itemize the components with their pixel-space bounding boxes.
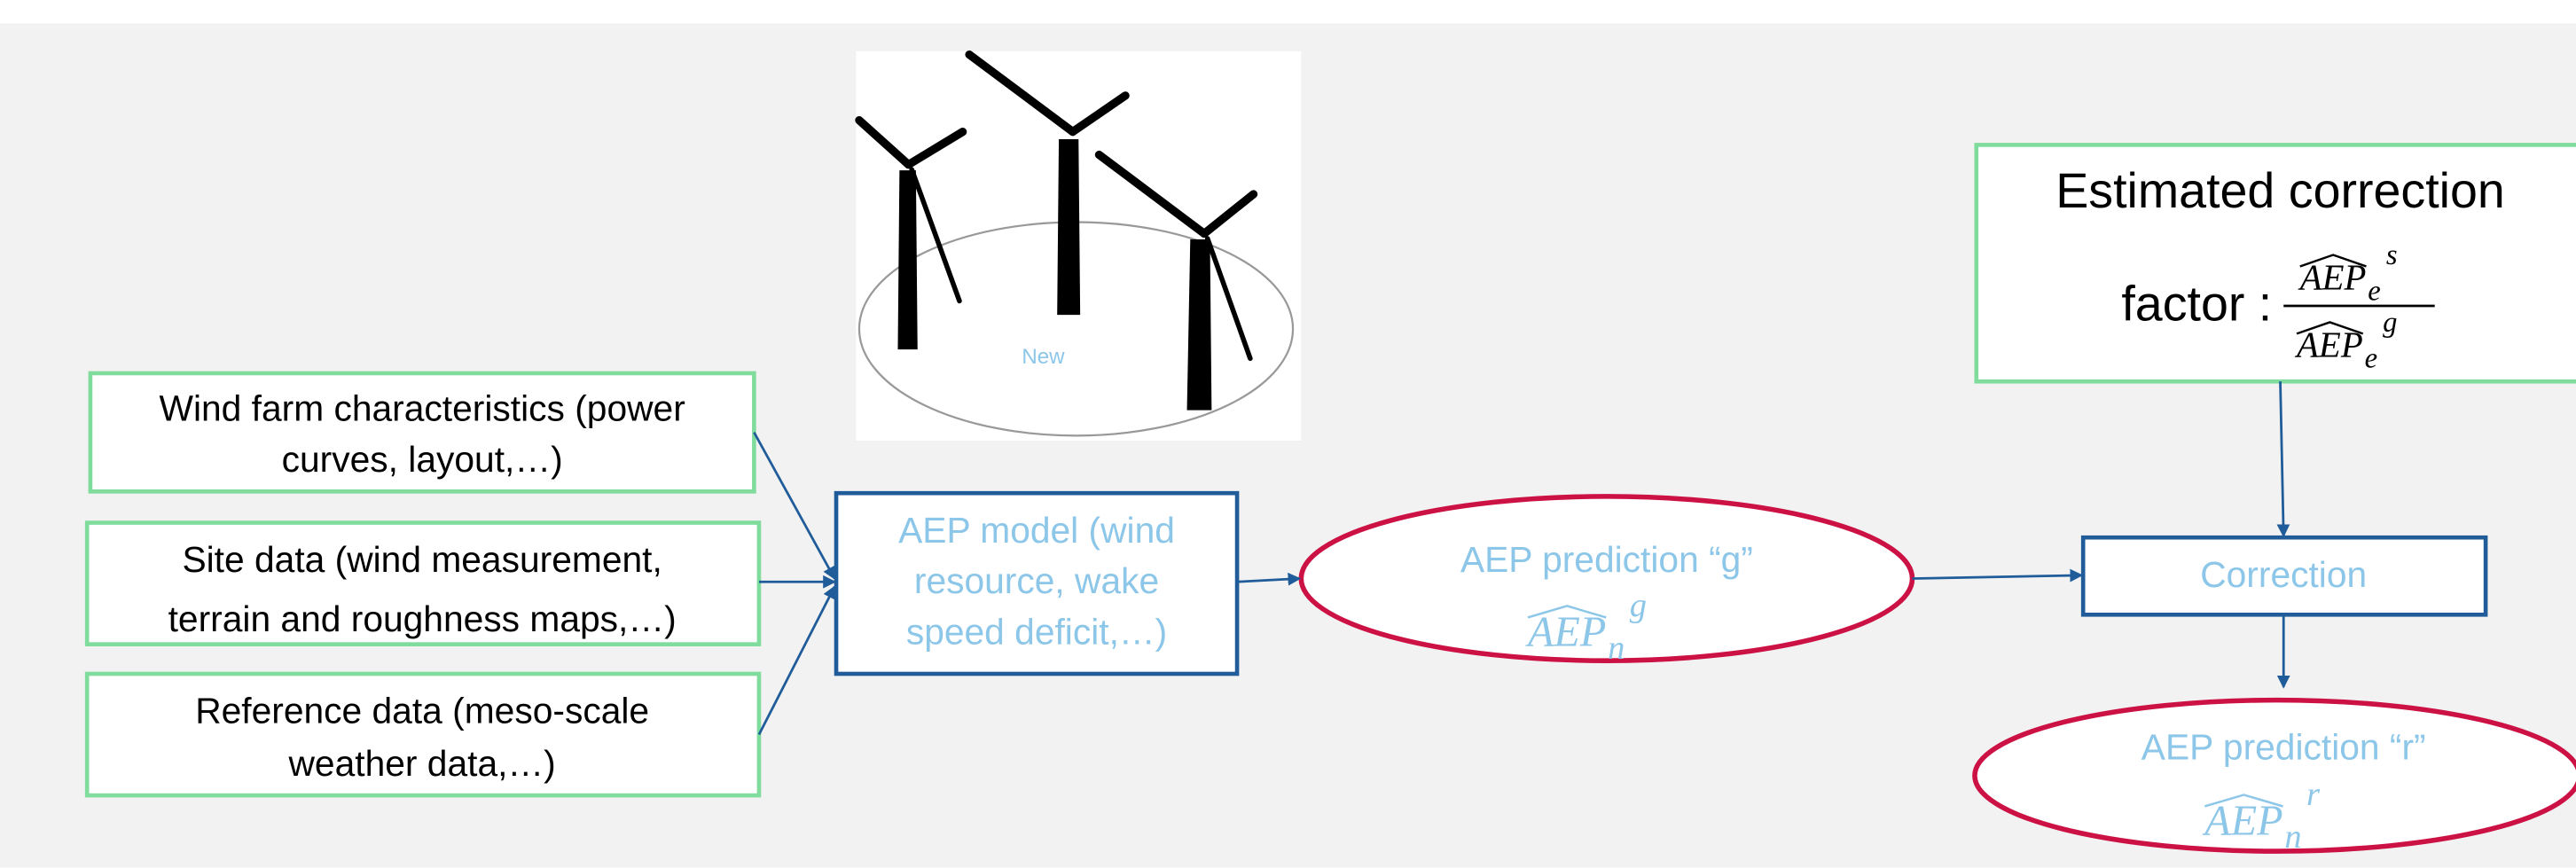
input-text: Reference data (meso-scale <box>195 691 649 731</box>
math-superscript: g <box>2383 307 2397 339</box>
input-text: terrain and roughness maps,…) <box>168 598 677 639</box>
model-text: resource, wake <box>914 560 1159 601</box>
math-superscript: r <box>2306 776 2321 813</box>
model-text: AEP model (wind <box>898 510 1175 551</box>
math-subscript: e <box>2365 343 2377 375</box>
math-subscript: n <box>2284 818 2301 856</box>
math-subscript: e <box>2368 276 2380 308</box>
input-text: Site data (wind measurement, <box>182 539 662 580</box>
math-superscript: s <box>2386 239 2398 271</box>
turbine-image: New <box>856 51 1301 441</box>
model-text: speed deficit,…) <box>906 612 1167 653</box>
correction-label: Correction <box>2200 554 2367 595</box>
page: {"image": {"label": "New"}, "inputs": [ … <box>0 0 2576 868</box>
input-text: Wind farm characteristics (power <box>159 388 685 429</box>
prediction-label: AEP prediction “g” <box>1460 539 1753 580</box>
factor-title: Estimated correction <box>2055 163 2505 218</box>
math-subscript: n <box>1608 629 1625 667</box>
image-label: New <box>1022 345 1065 369</box>
math-superscript: g <box>1630 587 1647 624</box>
prediction-label: AEP prediction “r” <box>2141 726 2426 767</box>
input-text: curves, layout,…) <box>282 439 563 480</box>
diagram: New Wind farm characteristics (power cur… <box>0 0 2576 868</box>
factor-prefix: factor : <box>2121 277 2272 332</box>
input-text: weather data,…) <box>288 743 556 784</box>
